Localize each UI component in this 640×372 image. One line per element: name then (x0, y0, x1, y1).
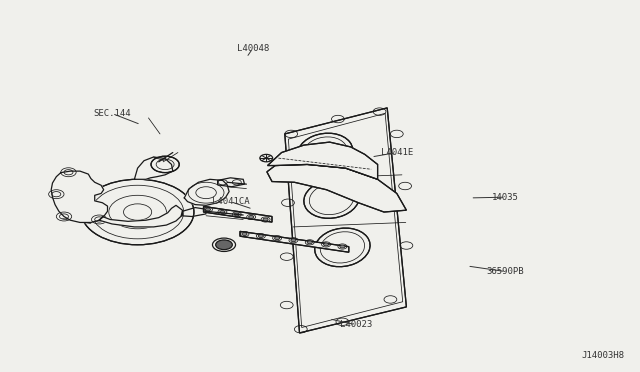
Ellipse shape (298, 133, 353, 172)
Polygon shape (267, 164, 406, 212)
Text: L4041E: L4041E (381, 148, 413, 157)
Circle shape (151, 156, 179, 173)
Circle shape (216, 240, 232, 250)
Text: SEC.144: SEC.144 (93, 109, 131, 118)
Circle shape (242, 232, 247, 235)
Polygon shape (184, 179, 229, 205)
Circle shape (220, 211, 225, 214)
Polygon shape (204, 206, 272, 222)
Circle shape (307, 241, 312, 244)
Polygon shape (134, 157, 173, 179)
Circle shape (324, 243, 329, 246)
Text: L4041CA: L4041CA (212, 197, 249, 206)
Polygon shape (240, 231, 349, 252)
Text: 14035: 14035 (492, 193, 519, 202)
Polygon shape (51, 171, 108, 222)
Circle shape (81, 179, 194, 245)
Ellipse shape (315, 228, 370, 267)
Text: J14003H8: J14003H8 (581, 351, 624, 360)
Circle shape (234, 213, 239, 216)
Text: 36590PB: 36590PB (487, 267, 524, 276)
Circle shape (275, 237, 280, 240)
Polygon shape (99, 205, 182, 227)
Circle shape (259, 235, 264, 238)
Circle shape (340, 245, 345, 248)
Polygon shape (285, 108, 406, 333)
Circle shape (263, 218, 268, 221)
Ellipse shape (304, 180, 359, 218)
Circle shape (291, 239, 296, 242)
Text: L40023: L40023 (340, 320, 372, 329)
Circle shape (248, 215, 253, 218)
Circle shape (205, 208, 211, 211)
Polygon shape (268, 142, 378, 179)
Text: L40048: L40048 (237, 44, 269, 53)
